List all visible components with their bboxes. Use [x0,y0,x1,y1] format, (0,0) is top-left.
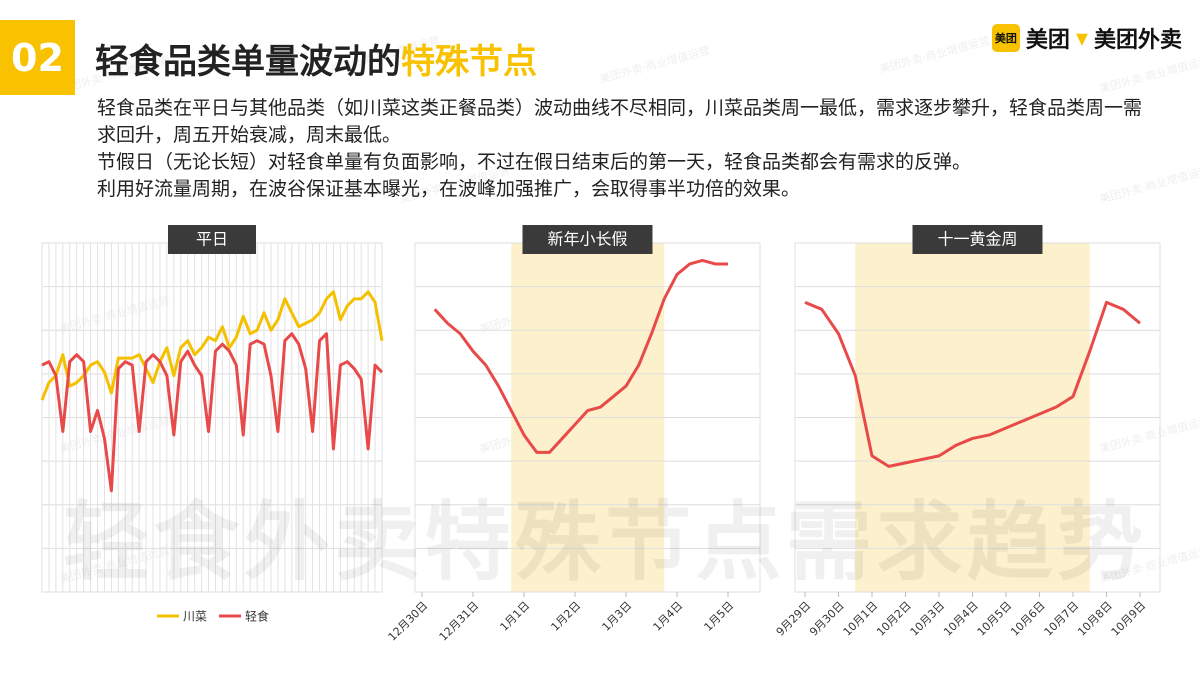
x-tick-label: 10月5日 [975,599,1015,639]
chart-title: 十一黄金周 [937,230,1017,249]
x-tick-label: 9月30日 [807,599,847,639]
watermark-small: 美团外卖·商业增值运营 [58,293,171,336]
paragraph: 节假日（无论长短）对轻食单量有负面影响，不过在假日结束后的第一天，轻食品类都会有… [97,151,972,173]
x-tick-label: 1月1日 [498,599,533,634]
title-main: 轻食品类单量波动的 [95,42,401,82]
x-tick-label: 10月4日 [941,599,981,639]
x-tick-label: 10月1日 [841,599,881,639]
paragraph: 轻食品类在平日与其他品类（如川菜这类正餐品类）波动曲线不尽相同，川菜品类周一最低… [97,97,1143,146]
x-tick-label: 1月2日 [549,599,584,634]
x-tick-label: 12月30日 [386,599,431,644]
chart-title: 新年小长假 [547,230,627,249]
x-tick-label: 10月7日 [1042,599,1082,639]
logo-badge: 美团 [991,24,1020,52]
chart-title-box [522,225,653,254]
series-line [433,258,728,454]
x-tick-label: 10月8日 [1075,599,1115,639]
slide-title: 轻食品类单量波动的特殊节点 [95,34,537,83]
series-line [41,332,384,493]
logo-waimai: 美团外卖 [1093,28,1182,53]
watermark-small: 美团外卖·商业增值运营 [878,33,991,76]
watermark-small: 美团外卖·商业增值运营 [1098,413,1200,456]
chart-title-box [168,225,256,254]
series-line [804,300,1141,468]
paragraph: 利用好流量周期，在波谷保证基本曝光，在波峰加强推广，会取得事半功倍的效果。 [97,178,801,200]
section-number: 02 [0,20,75,95]
watermark-small: 美团外卖·商业增值运营 [1098,53,1200,96]
legend-label: 川菜 [183,610,207,624]
logos: 美团 美团 ▾ 美团外卖 [991,22,1182,54]
x-tick-label: 9月29日 [774,599,814,639]
logo-meituan: 美团 [1025,28,1070,53]
logo-icon: ▾ [1075,24,1088,52]
x-tick-label: 12月31日 [437,599,482,644]
x-tick-label: 10月3日 [908,599,948,639]
x-tick-label: 10月6日 [1008,599,1048,639]
x-tick-label: 1月4日 [651,599,686,634]
watermark-small: 美团外卖·商业增值运营 [598,43,711,86]
series-line [40,290,384,401]
legend-label: 轻食 [245,609,269,624]
x-tick-label: 10月2日 [874,599,914,639]
chart-title: 平日 [196,230,228,249]
x-tick-label: 1月5日 [702,599,737,634]
paragraphs: 轻食品类在平日与其他品类（如川菜这类正餐品类）波动曲线不尽相同，川菜品类周一最低… [97,95,1147,203]
x-tick-label: 10月9日 [1109,599,1149,639]
title-highlight: 特殊节点 [401,42,537,82]
chart-title-box [912,225,1043,254]
x-tick-label: 1月3日 [600,599,635,634]
